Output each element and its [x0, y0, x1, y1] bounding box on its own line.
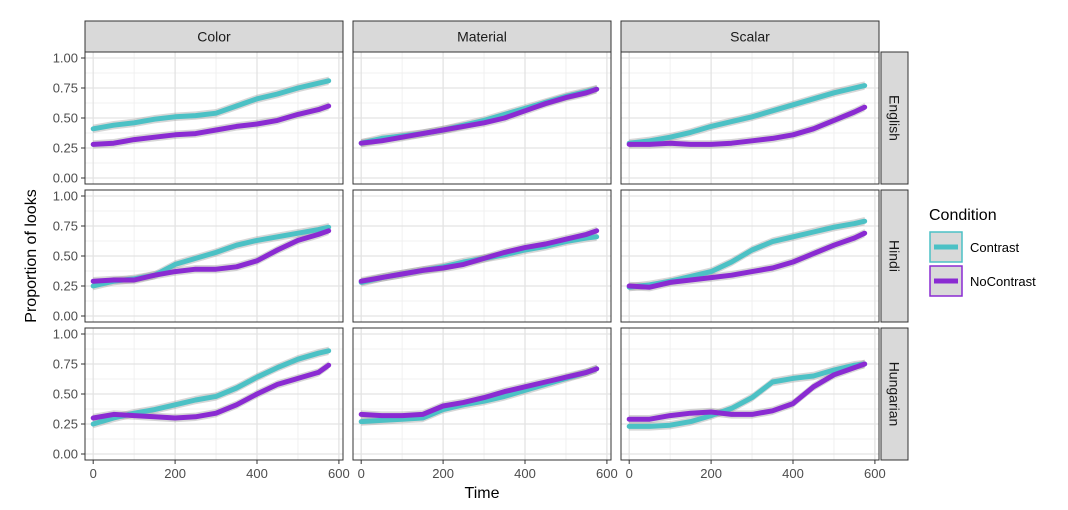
- panel-english-scalar: [620, 51, 880, 185]
- y-tick-label: 0.25: [53, 417, 78, 432]
- series-line-nocontrast: [90, 362, 332, 421]
- legend-label-nocontrast: NoContrast: [970, 274, 1036, 289]
- y-tick-label: 0.25: [53, 141, 78, 156]
- panel-hungarian-scalar: [620, 327, 880, 461]
- column-strips: Color Material Scalar: [84, 20, 880, 53]
- column-strip: [352, 20, 612, 53]
- series-line-nocontrast: [626, 361, 868, 422]
- series-line-nocontrast: [358, 366, 600, 419]
- panel-border: [352, 189, 612, 323]
- x-tick-label: 600: [328, 466, 350, 481]
- panel-hungarian-color: [84, 327, 344, 461]
- y-tick-label: 0.25: [53, 279, 78, 294]
- y-tick-label: 0.50: [53, 387, 78, 402]
- series-line-nocontrast: [90, 103, 332, 147]
- panel-hindi-material: [352, 189, 612, 323]
- row-strip-label: Hindi: [887, 240, 903, 272]
- y-tick-label: 1.00: [53, 51, 78, 66]
- y-tick-label: 0.00: [53, 447, 78, 462]
- x-tick-label: 400: [782, 466, 804, 481]
- series-line-contrast: [626, 361, 868, 429]
- x-tick-label: 400: [514, 466, 536, 481]
- row-strip-label: Hungarian: [887, 362, 903, 427]
- y-tick-label: 1.00: [53, 327, 78, 342]
- series-line-nocontrast: [626, 230, 868, 290]
- column-strip-label: Scalar: [730, 29, 770, 45]
- column-strip: [620, 20, 880, 53]
- column-strip: [84, 20, 344, 53]
- x-tick-label: 600: [864, 466, 886, 481]
- x-axis-title: Time: [465, 485, 500, 502]
- x-tick-label: 200: [164, 466, 186, 481]
- legend-title: Condition: [929, 207, 997, 224]
- y-tick-label: 1.00: [53, 189, 78, 204]
- series-line-nocontrast: [90, 228, 332, 284]
- y-tick-label: 0.75: [53, 219, 78, 234]
- row-strip: [880, 51, 909, 185]
- series-line-nocontrast: [626, 104, 868, 147]
- series-line-nocontrast: [358, 86, 600, 146]
- panels: [84, 51, 880, 461]
- legend: Condition Contrast NoContrast: [929, 207, 1036, 297]
- panel-hindi-scalar: [620, 189, 880, 323]
- series-line-contrast: [626, 83, 868, 146]
- y-tick-label: 0.75: [53, 81, 78, 96]
- x-tick-label: 0: [358, 466, 365, 481]
- panel-english-material: [352, 51, 612, 185]
- row-strip: [880, 327, 909, 461]
- row-strip-label: English: [887, 95, 903, 141]
- panel-border: [620, 327, 880, 461]
- y-tick-label: 0.50: [53, 111, 78, 126]
- y-tick-label: 0.00: [53, 171, 78, 186]
- panel-border: [620, 189, 880, 323]
- row-strips: English Hindi Hungarian: [880, 51, 909, 461]
- column-strip-label: Color: [197, 29, 231, 45]
- axes: 0.00 0.25 0.50 0.75 1.00 0.00 0.25 0.50 0.75 1.00…: [53, 51, 886, 482]
- panel-border: [352, 327, 612, 461]
- x-tick-label: 600: [596, 466, 618, 481]
- x-tick-label: 200: [700, 466, 722, 481]
- series-line-nocontrast: [358, 228, 600, 284]
- y-tick-label: 0.00: [53, 309, 78, 324]
- x-tick-label: 0: [626, 466, 633, 481]
- y-axis-title: Proportion of looks: [23, 189, 40, 322]
- column-strip-label: Material: [457, 29, 507, 45]
- x-tick-label: 0: [90, 466, 97, 481]
- x-tick-label: 400: [246, 466, 268, 481]
- panel-hungarian-material: [352, 327, 612, 461]
- y-tick-label: 0.75: [53, 357, 78, 372]
- legend-label-contrast: Contrast: [970, 240, 1020, 255]
- y-tick-label: 0.50: [53, 249, 78, 264]
- panel-hindi-color: [84, 189, 344, 323]
- row-strip: [880, 189, 909, 323]
- legend-entries: Contrast NoContrast: [929, 231, 1036, 297]
- x-tick-label: 200: [432, 466, 454, 481]
- series-line-contrast: [90, 78, 332, 132]
- panel-english-color: [84, 51, 344, 185]
